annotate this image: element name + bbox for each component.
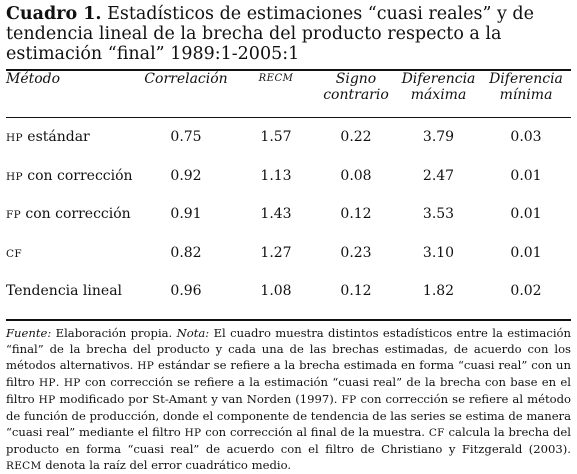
table-number: Cuadro 1.: [6, 4, 102, 24]
header-sign: Signo contrario: [323, 71, 389, 103]
header-max-diff: Diferencia máxima: [401, 71, 476, 103]
cell-max-diff: 3.79: [422, 129, 455, 146]
cell-max-diff: 2.47: [422, 167, 455, 184]
header-recm: RECM: [258, 73, 294, 84]
cell-max-diff: 3.10: [422, 244, 455, 261]
cell-max-diff: 3.53: [422, 206, 455, 223]
header-row: Método Correlación RECM Signo contrario D…: [6, 71, 571, 111]
cell-sign: 0.12: [340, 206, 372, 223]
table-title: Cuadro 1. Estadísticos de estimaciones “…: [6, 4, 571, 64]
table-row: HP con corrección 0.92 1.13 0.08 2.47 0.…: [6, 157, 571, 196]
cell-max-diff: 1.82: [422, 283, 455, 300]
row-method: HP con corrección: [6, 167, 133, 184]
cell-correlation: 0.92: [170, 167, 202, 184]
header-rule: [6, 117, 571, 118]
source-label: Fuente:: [6, 325, 52, 340]
statistics-table: Método Correlación RECM Signo contrario D…: [6, 71, 571, 111]
cell-recm: 1.57: [260, 129, 292, 146]
cell-min-diff: 0.03: [510, 129, 542, 146]
table-caption: Estadísticos de estimaciones “cuasi real…: [6, 4, 534, 64]
header-min-diff: Diferencia mínima: [489, 71, 563, 103]
table-row: FP con corrección 0.91 1.43 0.12 3.53 0.…: [6, 195, 571, 234]
table-row: HP estándar 0.75 1.57 0.22 3.79 0.03: [6, 118, 571, 157]
table-row: CF 0.82 1.27 0.23 3.10 0.01: [6, 234, 571, 273]
cell-min-diff: 0.01: [510, 244, 542, 261]
table-row: Tendencia lineal 0.96 1.08 0.12 1.82 0.0…: [6, 272, 571, 311]
cell-correlation: 0.75: [170, 129, 202, 146]
row-method: CF: [6, 247, 22, 260]
statistics-table-body: HP estándar 0.75 1.57 0.22 3.79 0.03 HP …: [6, 118, 571, 311]
row-method: Tendencia lineal: [6, 283, 123, 300]
cell-recm: 1.43: [260, 206, 292, 223]
cell-correlation: 0.91: [170, 206, 202, 223]
cell-sign: 0.23: [340, 244, 372, 261]
row-method: FP con corrección: [6, 206, 131, 223]
cell-min-diff: 0.01: [510, 206, 542, 223]
cell-recm: 1.13: [260, 167, 292, 184]
header-method: Método: [6, 71, 61, 87]
row-method: HP estándar: [6, 129, 90, 146]
header-correlation: Correlación: [144, 71, 228, 87]
cell-sign: 0.08: [340, 167, 372, 184]
table-notes: Fuente: Elaboración propia. Nota: El cua…: [6, 325, 572, 472]
bottom-rule: [6, 318, 571, 321]
cell-correlation: 0.96: [170, 283, 202, 300]
cell-recm: 1.08: [260, 283, 292, 300]
cell-recm: 1.27: [260, 244, 292, 261]
cell-correlation: 0.82: [170, 244, 202, 261]
top-rule: [6, 69, 571, 71]
note-label: Nota:: [176, 325, 210, 340]
cell-sign: 0.12: [340, 283, 372, 300]
document-page: Cuadro 1. Estadísticos de estimaciones “…: [6, 4, 571, 472]
cell-min-diff: 0.02: [510, 283, 542, 300]
cell-min-diff: 0.01: [510, 167, 542, 184]
cell-sign: 0.22: [340, 129, 372, 146]
